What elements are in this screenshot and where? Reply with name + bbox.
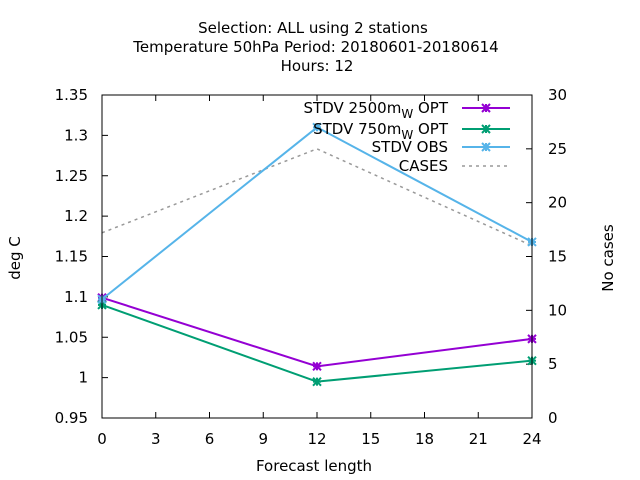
title-line-1: Selection: ALL using 2 stations — [198, 19, 428, 37]
y-tick-label: 1.25 — [55, 167, 88, 185]
plot-frame — [101, 94, 533, 419]
y2-tick-label: 15 — [548, 248, 567, 266]
series-1 — [97, 300, 537, 387]
legend-entry: STDV 2500mW OPT — [304, 99, 510, 121]
series-point — [312, 361, 322, 372]
y2-tick-label: 0 — [548, 409, 558, 427]
series-2 — [97, 122, 537, 305]
legend-entry: STDV 750mW OPT — [313, 120, 510, 142]
y2-tick-label: 30 — [548, 86, 567, 104]
legend-marker — [481, 124, 491, 134]
y-axis-ticks: 0.95 1 1.05 1.1 1.15 1.2 1.25 1.3 1.35 — [55, 86, 108, 427]
x-tick-label: 3 — [151, 430, 161, 448]
series-line — [101, 126, 533, 301]
legend-marker — [481, 142, 491, 152]
x-axis-ticks: 0 3 6 9 12 15 18 21 24 — [97, 95, 542, 448]
x-tick-label: 18 — [415, 430, 434, 448]
y2-tick-label: 20 — [548, 194, 567, 212]
x-tick-label: 21 — [469, 430, 488, 448]
series-layer — [97, 122, 537, 387]
legend-label: STDV 2500mW OPT — [304, 99, 449, 121]
x-tick-label: 24 — [522, 430, 541, 448]
title-line-2: Temperature 50hPa Period: 20180601-20180… — [132, 38, 498, 56]
series-point — [312, 122, 322, 133]
legend-label: STDV OBS — [372, 138, 448, 156]
series-line — [101, 148, 533, 247]
y-tick-label: 1.05 — [55, 328, 88, 346]
x-tick-label: 12 — [307, 430, 326, 448]
y-tick-label: 1.35 — [55, 86, 88, 104]
series-point — [312, 376, 322, 387]
legend-entry: STDV OBS — [372, 138, 510, 156]
title-line-3: Hours: 12 — [281, 57, 354, 75]
y2-axis-label: No cases — [599, 224, 617, 292]
series-3 — [101, 148, 533, 247]
legend-marker — [481, 103, 491, 113]
x-axis-label: Forecast length — [256, 457, 372, 475]
legend-entry: CASES — [399, 157, 510, 175]
y-tick-label: 0.95 — [55, 409, 88, 427]
y-tick-label: 1.1 — [64, 288, 88, 306]
series-0 — [97, 292, 537, 372]
chart-title: Selection: ALL using 2 stations Temperat… — [132, 19, 498, 75]
series-line — [101, 296, 533, 368]
y-tick-label: 1.2 — [64, 207, 88, 225]
x-tick-label: 15 — [361, 430, 380, 448]
y2-tick-label: 10 — [548, 301, 567, 319]
y2-tick-label: 25 — [548, 140, 567, 158]
y2-axis-ticks: 0 5 10 15 20 25 30 — [526, 86, 567, 427]
x-tick-label: 6 — [205, 430, 215, 448]
x-tick-label: 9 — [258, 430, 268, 448]
legend-label: STDV 750mW OPT — [313, 120, 449, 142]
legend-label: CASES — [399, 157, 448, 175]
y2-tick-label: 5 — [548, 355, 558, 373]
x-tick-label: 0 — [97, 430, 107, 448]
y-tick-label: 1.3 — [64, 126, 88, 144]
y-tick-label: 1.15 — [55, 248, 88, 266]
y-axis-label: deg C — [6, 236, 24, 280]
y-tick-label: 1 — [78, 369, 88, 387]
